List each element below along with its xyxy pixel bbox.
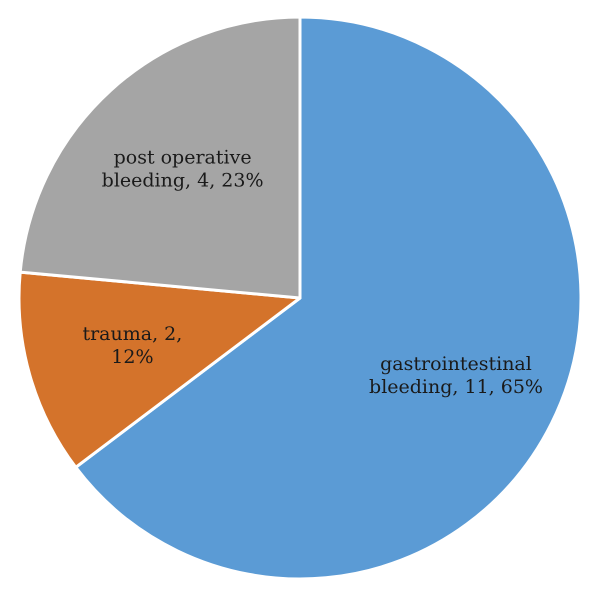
pie-label-gastrointestinal-bleeding: gastrointestinal bleeding, 11, 65%: [369, 353, 543, 398]
pie-slice-trauma: [17, 270, 302, 469]
pie-label-trauma: trauma, 2, 12%: [82, 323, 182, 368]
pie-label-line: gastrointestinal: [380, 353, 532, 375]
pie-label-line: 12%: [111, 346, 153, 368]
pie-slice-gastrointestinal-bleeding: [74, 15, 583, 581]
pie-label-post-operative-bleeding: post operative bleeding, 4, 23%: [102, 147, 264, 192]
pie-slices: [17, 15, 583, 581]
pie-label-line: bleeding, 4, 23%: [102, 170, 264, 192]
pie-label-line: trauma, 2,: [82, 323, 182, 345]
pie-label-line: post operative: [114, 147, 252, 169]
pie-label-line: bleeding, 11, 65%: [369, 376, 543, 398]
pie-slice-post-operative-bleeding: [18, 15, 302, 300]
pie-labels: gastrointestinal bleeding, 11, 65% trauma,…: [82, 147, 542, 399]
